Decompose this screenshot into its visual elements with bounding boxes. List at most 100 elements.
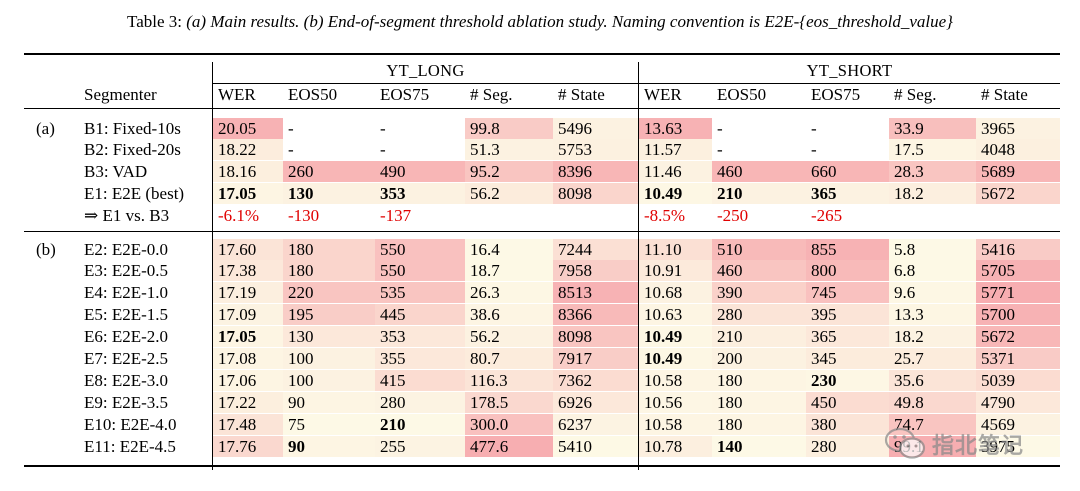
- table-cell: 5410: [553, 436, 638, 457]
- table-cell: -: [717, 140, 723, 159]
- table-cell: 8513: [553, 282, 638, 303]
- table-cell: 10.56: [639, 392, 712, 413]
- table-cell: -: [288, 119, 294, 138]
- header-col-5: # State: [558, 85, 605, 104]
- table-cell: 460: [712, 260, 806, 281]
- table-cell: 26.3: [465, 282, 553, 303]
- table-cell: 353: [375, 326, 465, 347]
- row-label: B1: Fixed-10s: [84, 119, 181, 138]
- header-col-3: EOS75: [380, 85, 430, 104]
- header-rule: [24, 108, 1060, 109]
- table-cell: 20.05: [213, 118, 283, 139]
- header-col-8: EOS75: [811, 85, 861, 104]
- row-label: E5: E2E-1.5: [84, 305, 169, 324]
- row-label: B3: VAD: [84, 162, 148, 181]
- table-cell: -8.5%: [644, 206, 686, 225]
- table-cell: 18.7: [465, 260, 553, 281]
- row-label: B2: Fixed-20s: [84, 140, 181, 159]
- table-cell: 33.9: [889, 118, 976, 139]
- table-cell: 38.6: [465, 304, 553, 325]
- table-cell: 100: [283, 348, 375, 369]
- table-cell: [553, 205, 638, 226]
- table-cell: 210: [712, 326, 806, 347]
- vline-left: [212, 62, 213, 470]
- table-cell: 116.3: [465, 370, 553, 391]
- table-cell: 380: [806, 414, 889, 435]
- table-cell: 180: [283, 239, 375, 260]
- table-cell: 10.63: [639, 304, 712, 325]
- row-label: ⇒ E1 vs. B3: [84, 206, 170, 225]
- table-cell: 9.6: [889, 282, 976, 303]
- table-cell: 180: [283, 260, 375, 281]
- header-segmenter: Segmenter: [84, 85, 157, 104]
- table-cell: 5672: [976, 326, 1060, 347]
- table-cell: 345: [806, 348, 889, 369]
- header-col-1: WER: [218, 85, 256, 104]
- header-col-6: WER: [644, 85, 682, 104]
- vline-mid: [638, 62, 639, 470]
- table-cell: 4790: [976, 392, 1060, 413]
- table-cell: 100: [283, 370, 375, 391]
- table-cell: 10.49: [639, 326, 712, 347]
- table-cell: 7244: [553, 239, 638, 260]
- table-cell: [465, 205, 553, 226]
- table-cell: 10.49: [639, 183, 712, 204]
- group-header-short: YT_SHORT: [806, 61, 893, 80]
- table-row: E5: E2E-1.5 17.09 195 445 38.6 8366 10.63 280 39…: [0, 304, 1080, 325]
- table-cell: 95.2: [465, 161, 553, 182]
- table-cell: 510: [712, 239, 806, 260]
- table-row: E9: E2E-3.5 17.22 90 280 178.5 6926 10.56 180 45…: [0, 392, 1080, 413]
- table-cell: 660: [806, 161, 889, 182]
- table-cell: 180: [712, 392, 806, 413]
- table-cell: 5753: [553, 139, 638, 160]
- table-cell: 180: [712, 370, 806, 391]
- section-label: (a): [36, 119, 55, 138]
- table-cell: 8098: [553, 326, 638, 347]
- table-cell: 10.58: [639, 414, 712, 435]
- table-cell: 80.7: [465, 348, 553, 369]
- table-caption: Table 3: (a) Main results. (b) End-of-se…: [0, 12, 1080, 32]
- table-cell: 200: [712, 348, 806, 369]
- wechat-icon: [884, 427, 926, 459]
- table-cell: 130: [283, 183, 375, 204]
- table-cell: 8396: [553, 161, 638, 182]
- table-cell: -137: [380, 206, 412, 225]
- table-cell: 5689: [976, 161, 1060, 182]
- table-cell: 17.38: [213, 260, 283, 281]
- table-cell: 5496: [553, 118, 638, 139]
- table-cell: -: [288, 140, 294, 159]
- table-cell: 18.2: [889, 326, 976, 347]
- table-cell: 130: [283, 326, 375, 347]
- table-row: E8: E2E-3.0 17.06 100 415 116.3 7362 10.58 180 2…: [0, 370, 1080, 391]
- table-cell: -: [380, 140, 386, 159]
- table-cell: 5672: [976, 183, 1060, 204]
- caption-body: (a) Main results. (b) End-of-segment thr…: [186, 12, 953, 31]
- table-row: E6: E2E-2.0 17.05 130 353 56.2 8098 10.49 210 36…: [0, 326, 1080, 347]
- table-row: B3: VAD 18.16 260 490 95.2 8396 11.46 460 660 28.…: [0, 161, 1080, 182]
- table-cell: 6.8: [889, 260, 976, 281]
- table-row: (b) E2: E2E-0.0 17.60 180 550 16.4 7244 11.10 51…: [0, 239, 1080, 260]
- table-cell: 18.22: [213, 139, 283, 160]
- table-cell: 5371: [976, 348, 1060, 369]
- table-cell: 450: [806, 392, 889, 413]
- table-cell: 220: [283, 282, 375, 303]
- table-cell: [889, 205, 976, 226]
- table-cell: 800: [806, 260, 889, 281]
- table-cell: -: [717, 119, 723, 138]
- header-col-2: EOS50: [288, 85, 338, 104]
- table-cell: -: [811, 140, 817, 159]
- table-cell: 56.2: [465, 326, 553, 347]
- table-cell: 8366: [553, 304, 638, 325]
- row-label: E1: E2E (best): [84, 184, 185, 203]
- table-cell: 445: [375, 304, 465, 325]
- table-cell: 17.22: [213, 392, 283, 413]
- table-cell: 17.76: [213, 436, 283, 457]
- section-rule: [24, 231, 1060, 232]
- table-cell: 550: [375, 260, 465, 281]
- table-cell: 10.78: [639, 436, 712, 457]
- table-cell: 255: [375, 436, 465, 457]
- table-cell: -265: [811, 206, 843, 225]
- table-cell: 4569: [976, 414, 1060, 435]
- table-cell: 10.91: [639, 260, 712, 281]
- table-cell: 180: [712, 414, 806, 435]
